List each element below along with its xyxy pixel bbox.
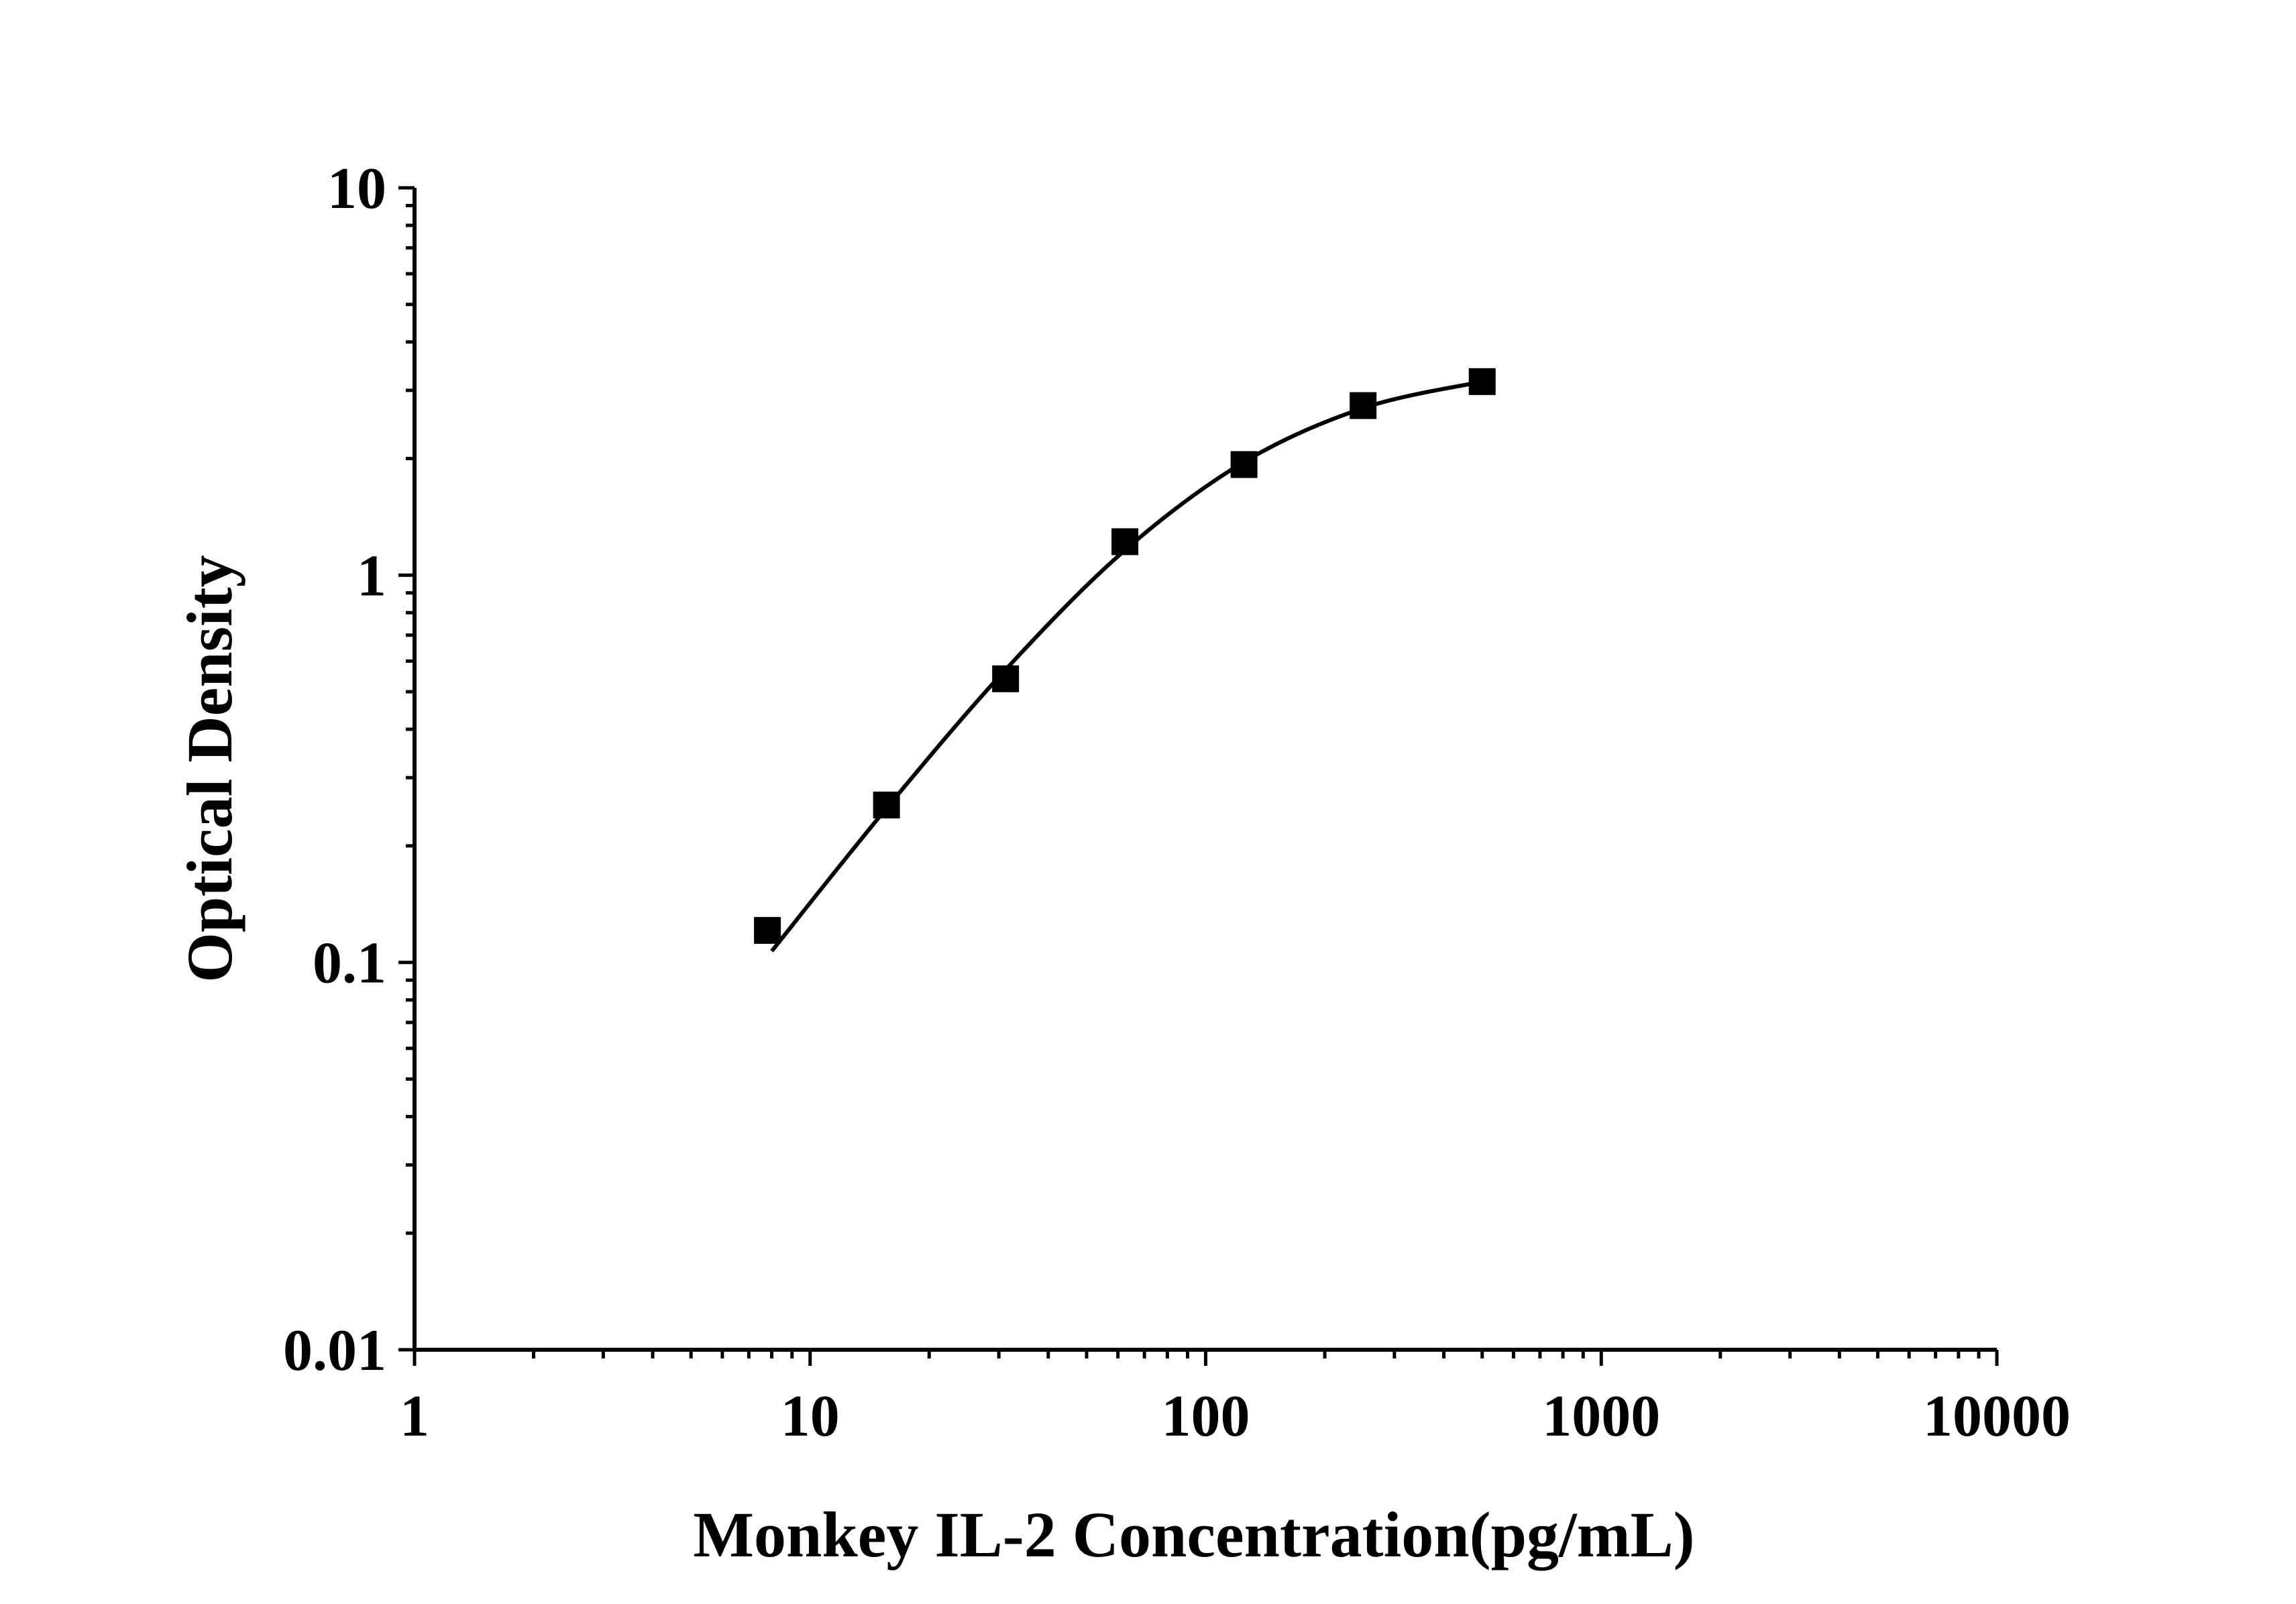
x-tick-label: 10000 [1923,1384,2071,1449]
data-point [992,665,1020,692]
data-point [1230,451,1258,478]
fit-curve [770,379,1483,953]
y-tick-label: 1 [357,543,386,608]
data-point [873,791,900,818]
data-point [1111,528,1139,555]
x-axis-title: Monkey IL-2 Concentration(pg/mL) [693,1499,1694,1570]
data-point [754,916,781,944]
data-point [1350,392,1377,419]
x-tick-label: 1000 [1542,1384,1660,1449]
x-tick-label: 10 [781,1384,840,1449]
y-tick-label: 0.01 [283,1318,386,1383]
data-markers [754,368,1496,944]
x-tick-label: 100 [1162,1384,1250,1449]
x-tick-label: 1 [400,1384,429,1449]
ticks [398,186,1999,1366]
y-tick-label: 10 [327,156,386,221]
tick-labels: 1 10 100 1000 10000 0.01 0.1 1 10 [283,156,2071,1449]
y-axis-title: Optical Density [174,555,245,982]
data-point [1468,368,1496,395]
axes [413,188,1997,1352]
y-tick-label: 0.1 [313,931,386,996]
